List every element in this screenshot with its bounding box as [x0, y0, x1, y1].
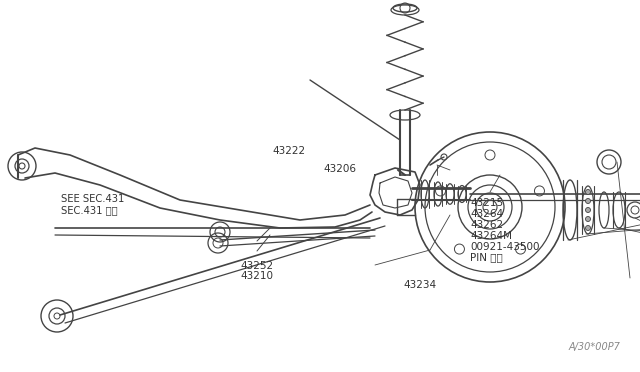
- Text: A/30*00P7: A/30*00P7: [568, 342, 620, 352]
- Circle shape: [586, 217, 591, 221]
- Text: 43252: 43252: [240, 261, 273, 271]
- Text: 43222: 43222: [272, 146, 305, 155]
- Circle shape: [586, 225, 591, 231]
- Text: PIN ピン: PIN ピン: [470, 253, 503, 262]
- Circle shape: [586, 208, 591, 212]
- Circle shape: [586, 189, 591, 195]
- Text: 43264M: 43264M: [470, 231, 513, 241]
- Text: SEC.431 参照: SEC.431 参照: [61, 205, 117, 215]
- Text: 43210: 43210: [240, 271, 273, 281]
- Text: 43215: 43215: [470, 198, 504, 208]
- Text: 43264: 43264: [470, 209, 504, 219]
- Text: 00921-43500: 00921-43500: [470, 243, 540, 252]
- Text: 43234: 43234: [403, 280, 436, 289]
- Circle shape: [586, 199, 591, 203]
- Text: 43262: 43262: [470, 220, 504, 230]
- Text: SEE SEC.431: SEE SEC.431: [61, 194, 124, 204]
- Text: 43206: 43206: [323, 164, 356, 174]
